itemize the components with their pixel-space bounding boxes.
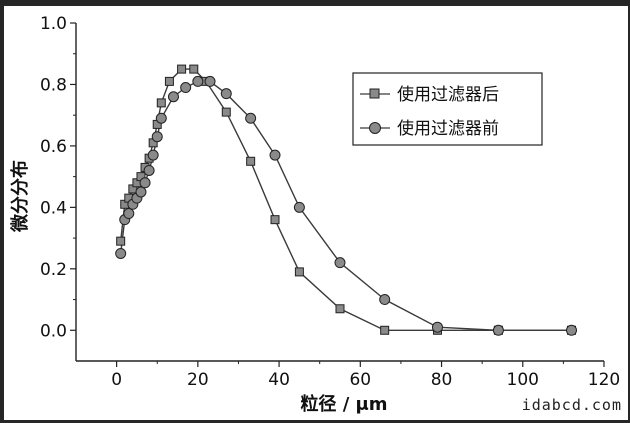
y-tick-label: 0.0: [40, 321, 67, 341]
legend: 使用过滤器后 使用过滤器前: [352, 72, 543, 146]
data-point-circle: [379, 294, 391, 306]
data-point-circle: [431, 321, 443, 333]
watermark: idabcd.com: [521, 396, 622, 414]
data-point-circle: [135, 186, 147, 198]
data-point-square: [294, 267, 304, 277]
legend-label-1: 使用过滤器前: [397, 118, 499, 139]
y-tick-label: 0.8: [40, 75, 67, 95]
data-point-circle: [123, 208, 135, 220]
data-point-circle: [492, 324, 504, 336]
x-tick-label: 100: [507, 370, 539, 390]
ticks: 0 20 40 60 80 100 120 0.0 0.2 0.4 0.6 0.8 1.0: [40, 14, 620, 390]
data-point-circle: [192, 75, 204, 87]
x-tick-label: 80: [431, 370, 453, 390]
data-point-circle: [566, 324, 578, 336]
legend-label-0: 使用过滤器后: [397, 84, 499, 105]
data-point-square: [246, 156, 256, 166]
data-point-circle: [151, 131, 163, 143]
data-point-circle: [139, 177, 151, 189]
data-point-circle: [155, 112, 167, 124]
x-tick-label: 40: [268, 370, 290, 390]
data-point-circle: [204, 75, 216, 87]
legend-marker-1: [369, 122, 381, 134]
data-point-circle: [147, 149, 159, 161]
series-layer: [115, 64, 578, 336]
legend-box: [352, 72, 543, 146]
x-tick-label: 20: [187, 370, 209, 390]
legend-marker-0: [369, 88, 380, 99]
data-point-circle: [167, 91, 179, 103]
data-point-circle: [293, 201, 305, 213]
data-point-square: [189, 64, 199, 74]
x-tick-label: 60: [349, 370, 371, 390]
data-point-square: [177, 64, 187, 74]
data-point-square: [164, 76, 174, 86]
data-point-square: [221, 107, 231, 117]
y-axis-title: 微分分布: [9, 160, 31, 233]
x-tick-label: 120: [588, 370, 620, 390]
data-point-square: [156, 98, 166, 108]
data-point-circle: [180, 82, 192, 94]
data-point-square: [270, 215, 280, 225]
chart-svg: 0 20 40 60 80 100 120 0.0 0.2 0.4 0.6 0.8 1.0 使用过滤器后…: [9, 14, 620, 415]
y-tick-label: 1.0: [40, 14, 67, 34]
data-point-circle: [143, 164, 155, 176]
y-tick-label: 0.4: [40, 198, 67, 218]
chart-frame: 0 20 40 60 80 100 120 0.0 0.2 0.4 0.6 0.8 1.0 使用过滤器后…: [4, 6, 628, 420]
y-tick-label: 0.2: [40, 260, 67, 280]
axes: [75, 23, 604, 362]
data-point-square: [380, 325, 390, 335]
y-tick-label: 0.6: [40, 137, 67, 157]
x-axis-title: 粒径 / μm: [300, 393, 387, 415]
x-tick-label: 0: [111, 370, 122, 390]
data-point-circle: [115, 247, 127, 259]
data-point-circle: [220, 88, 232, 100]
data-point-square: [335, 304, 345, 314]
data-point-circle: [269, 149, 281, 161]
data-point-circle: [334, 257, 346, 269]
data-point-square: [116, 236, 126, 246]
data-point-circle: [245, 112, 257, 124]
